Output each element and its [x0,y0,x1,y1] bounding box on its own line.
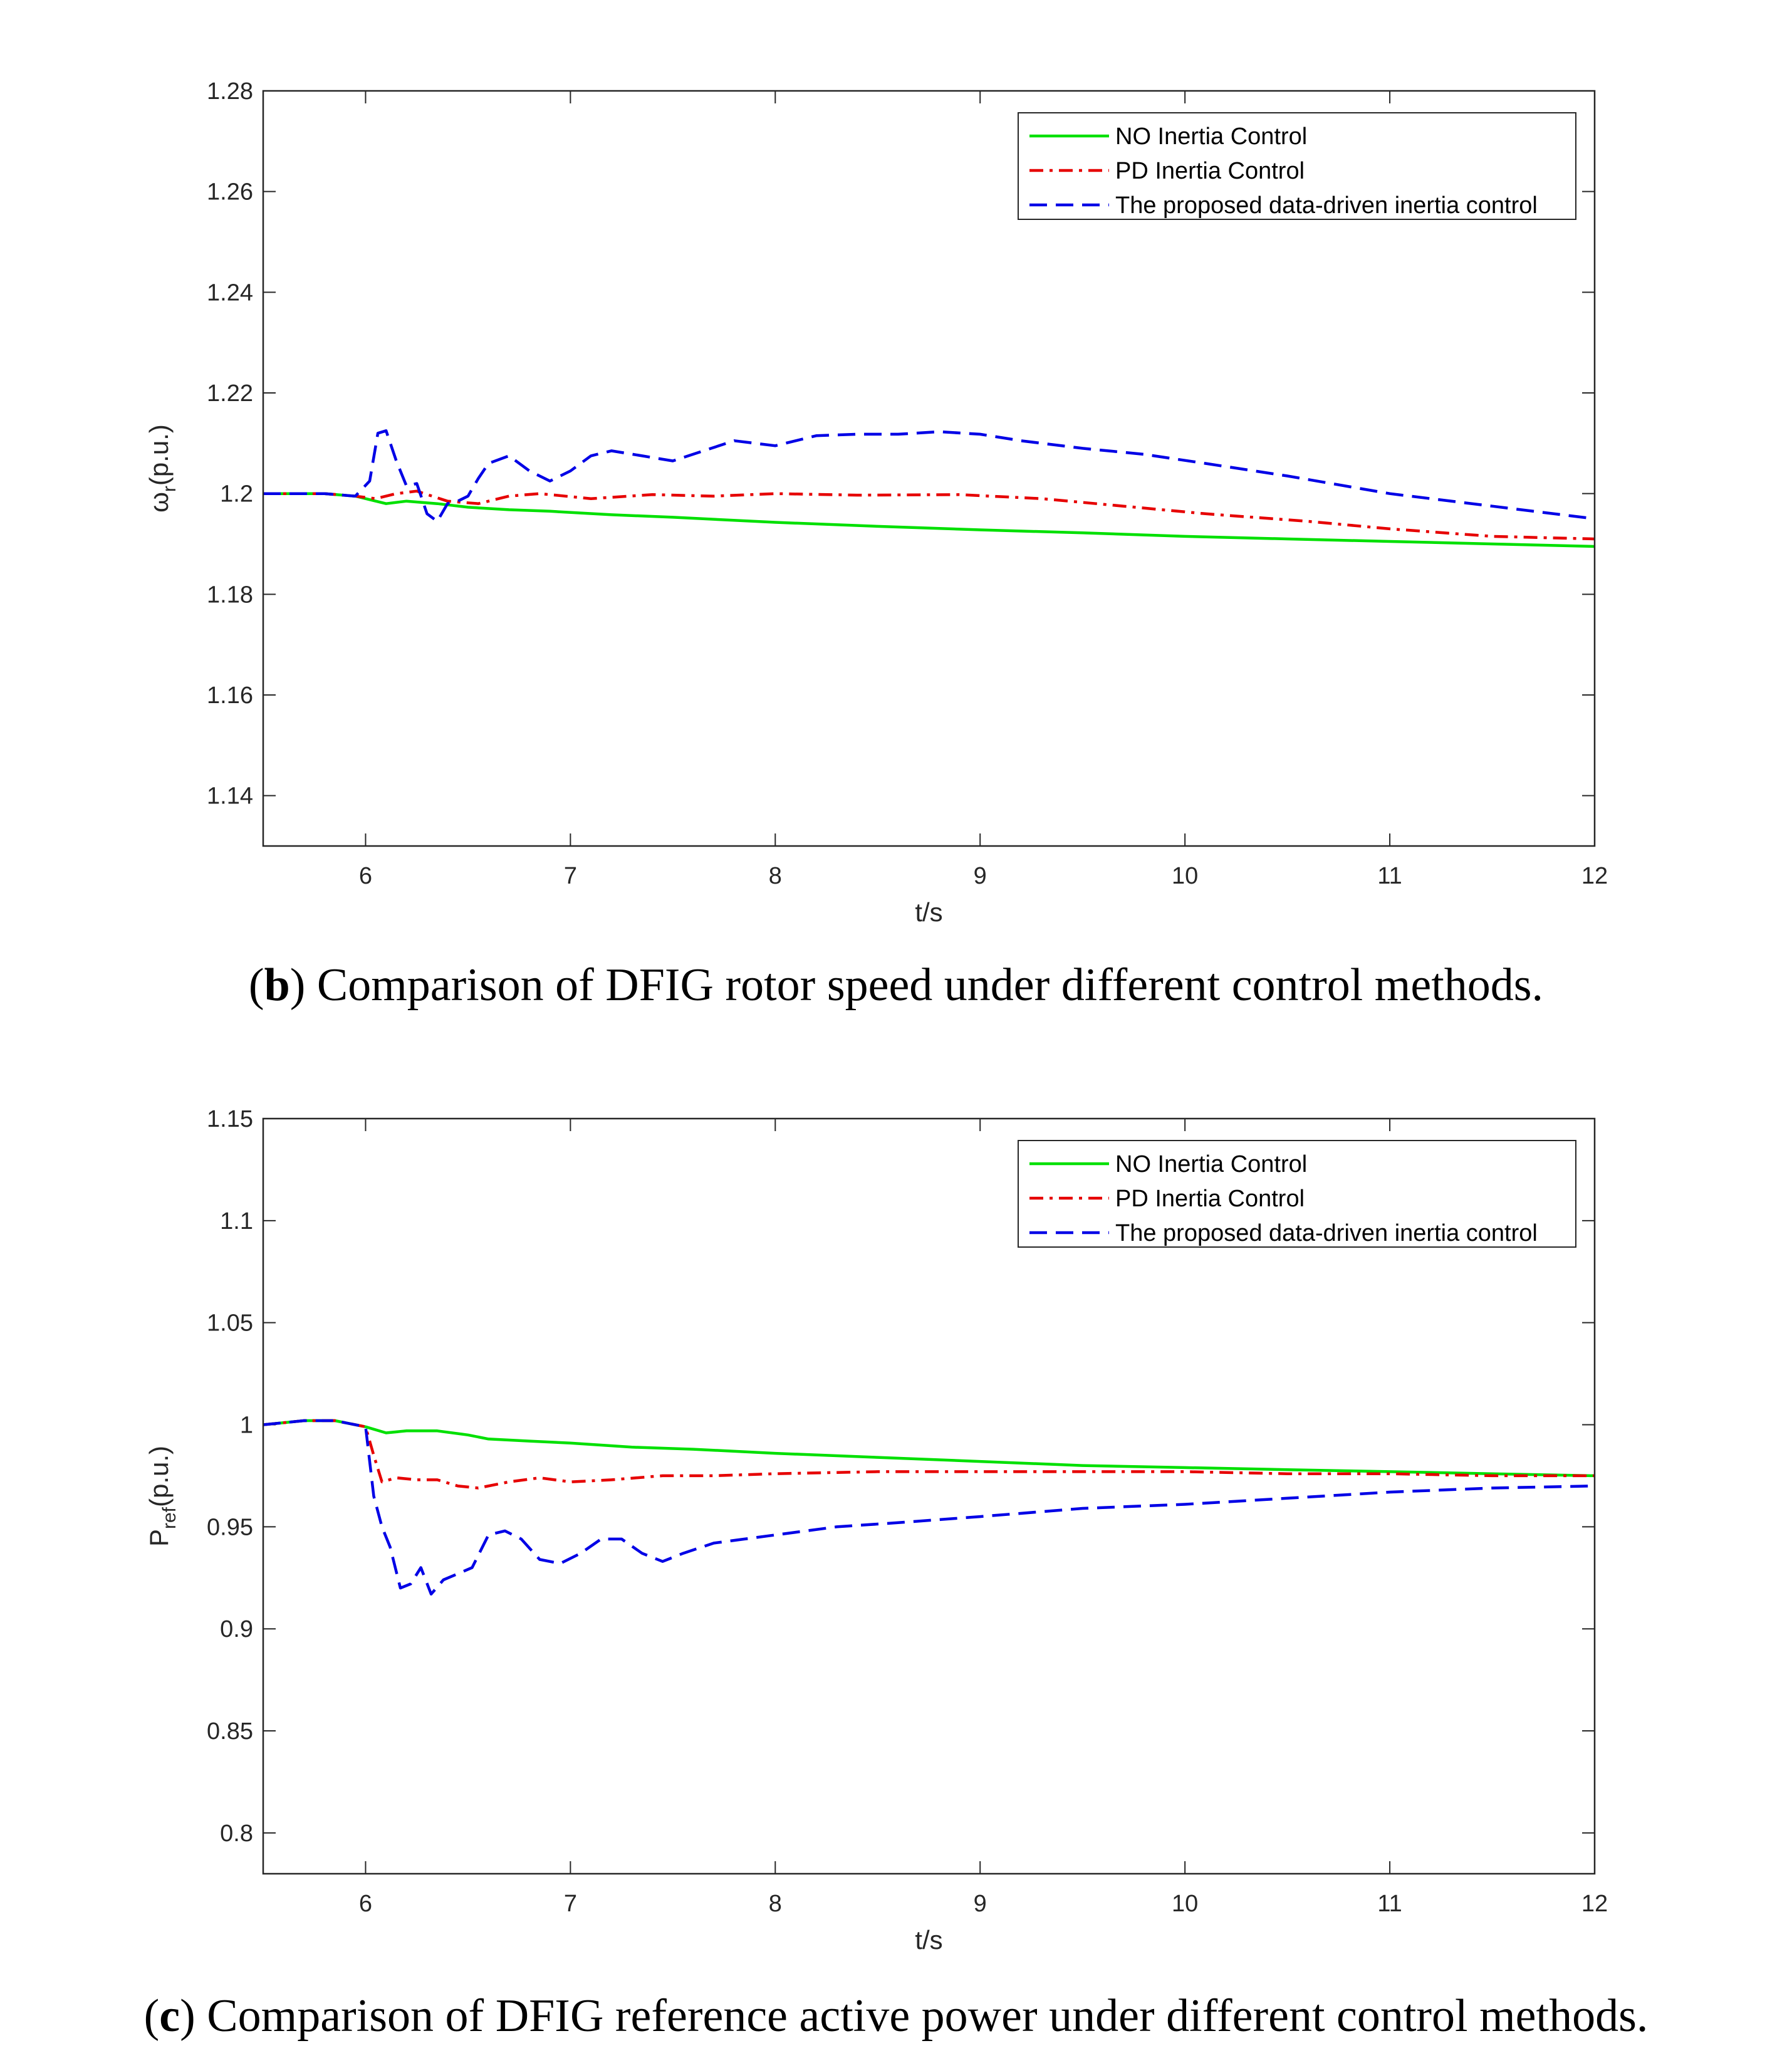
x-tick-label: 6 [359,1891,372,1917]
x-tick-label: 6 [359,863,372,889]
y-tick-label: 1.14 [207,783,253,810]
y-tick-label: 1.24 [207,279,253,306]
legend-entry: NO Inertia Control [1115,1151,1307,1178]
x-tick-label: 11 [1377,1891,1402,1917]
caption-b-text: Comparison of DFIG rotor speed under dif… [305,959,1544,1011]
series-line-solid [263,492,1595,548]
y-tick-label: 1.22 [207,380,253,407]
x-tick-label: 10 [1172,863,1198,889]
y-axis-label-unit: (p.u.) [144,1446,174,1507]
y-tick-label: 0.95 [207,1514,253,1540]
y-tick-label: 1.18 [207,582,253,608]
y-axis-label: Pref(p.u.) [144,1446,180,1547]
caption-b: (b) Comparison of DFIG rotor speed under… [248,959,1544,1011]
axes-box [262,90,1596,847]
x-axis-label: t/s [915,897,942,927]
caption-c-letter: c [159,1990,180,2042]
legend: NO Inertia Control PD Inertia Control The … [1018,1140,1576,1248]
legend: NO Inertia Control PD Inertia Control The … [1018,112,1576,220]
y-tick-label: 1.05 [207,1310,253,1337]
x-tick-label: 9 [974,1891,987,1917]
series-line-solid [263,1419,1595,1478]
series-line-dashdot [263,1419,1595,1490]
x-tick-label: 10 [1172,1891,1198,1917]
chart-0: 6 7 8 9 10 11 12 1.14 1.16 1.18 1.2 1.22 1.24 1.26 1.2… [144,78,1608,927]
x-tick-label: 8 [769,863,782,889]
y-tick-label: 0.85 [207,1718,253,1745]
y-axis-label-subscript: ref [159,1507,180,1529]
axes-box [262,1117,1596,1875]
chart-1: 6 7 8 9 10 11 12 0.8 0.85 0.9 0.95 1 1.05 1.1 1.15 t/s P… [144,1106,1608,1955]
x-tick-label: 7 [564,863,577,889]
y-tick-label: 1.28 [207,78,253,105]
legend-entry: The proposed data-driven inertia control [1115,192,1538,219]
legend-entry: NO Inertia Control [1115,123,1307,150]
y-axis-label-subscript: r [159,486,180,492]
y-axis-label-unit: (p.u.) [144,424,174,486]
series-line-dashdot [263,489,1595,541]
y-axis-label-main: ω [144,492,174,513]
x-tick-label: 11 [1377,863,1402,889]
x-tick-label: 7 [564,1891,577,1917]
y-tick-label: 1.16 [207,682,253,709]
caption-b-letter: b [264,959,290,1011]
y-tick-label: 1.1 [220,1208,253,1235]
caption-c: (c) Comparison of DFIG reference active … [143,1990,1649,2042]
y-tick-label: 0.8 [220,1820,253,1847]
series-line-dashed [263,429,1595,523]
y-tick-label: 1 [240,1413,253,1439]
x-tick-label: 9 [974,863,987,889]
legend-box [1018,1140,1576,1248]
y-tick-label: 1.15 [207,1106,253,1132]
legend-entry: The proposed data-driven inertia control [1115,1220,1538,1246]
legend-entry: PD Inertia Control [1115,158,1305,184]
y-tick-label: 0.9 [220,1616,253,1642]
series-line-dashed [263,1419,1595,1596]
x-tick-label: 12 [1581,1891,1608,1917]
x-tick-label: 8 [769,1891,782,1917]
legend-box [1018,112,1576,220]
caption-c-text: Comparison of DFIG reference active powe… [195,1990,1649,2042]
x-tick-label: 12 [1581,863,1608,889]
y-axis-label: ωr(p.u.) [144,424,180,513]
x-axis-label: t/s [915,1925,942,1955]
y-tick-label: 1.26 [207,179,253,206]
y-tick-label: 1.2 [220,481,253,508]
legend-entry: PD Inertia Control [1115,1186,1305,1212]
y-axis-label-main: P [144,1529,174,1547]
